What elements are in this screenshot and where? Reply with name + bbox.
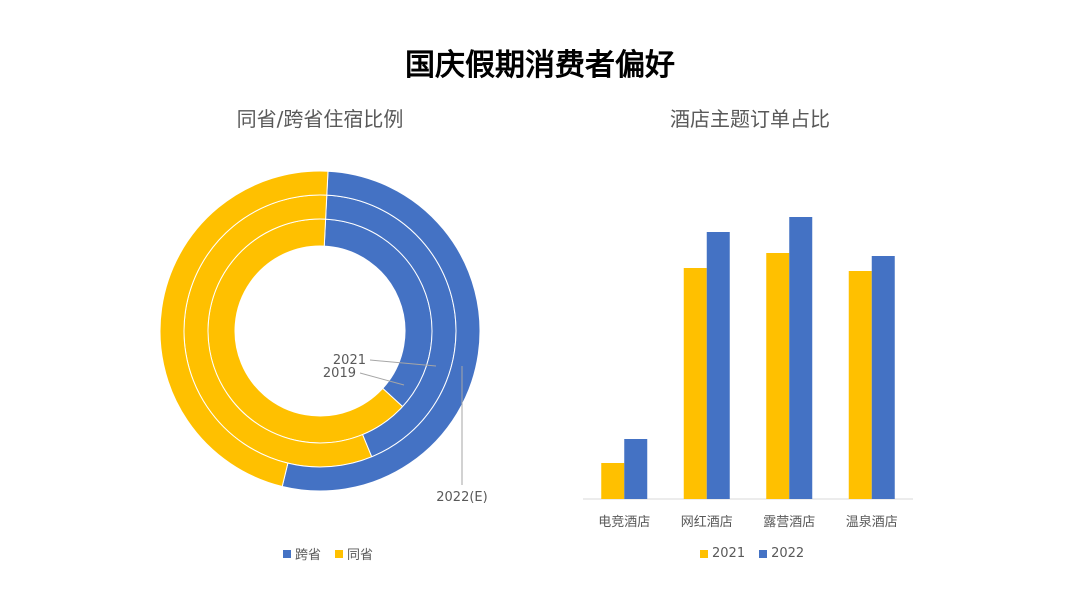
x-tick-label-露营酒店: 露营酒店 (763, 515, 815, 530)
bar-2022-网红酒店 (706, 232, 730, 499)
bar-legend: 2021 2022 (700, 546, 812, 561)
x-tick-label-温泉酒店: 温泉酒店 (846, 514, 898, 530)
legend-item-cross-province: 跨省 (283, 544, 321, 563)
ring-label-2021: 2021 (333, 353, 366, 368)
donut-legend: 跨省 同省 (283, 544, 381, 563)
x-tick-label-电竞酒店: 电竞酒店 (598, 514, 650, 530)
x-tick-label-网红酒店: 网红酒店 (681, 514, 733, 530)
legend-item-same-province: 同省 (335, 544, 373, 563)
bar-2021-电竞酒店 (601, 463, 625, 499)
donut-segment-2022(E)-same (159, 170, 329, 488)
bar-2021-露营酒店 (766, 253, 790, 499)
bar-2021-网红酒店 (683, 268, 707, 499)
donut-chart-title: 同省/跨省住宿比例 (236, 107, 404, 131)
legend-swatch-2021 (700, 549, 708, 558)
bar-2022-电竞酒店 (624, 439, 648, 499)
legend-item-2022: 2022 (759, 546, 804, 561)
ring-leader-line-2019 (359, 372, 405, 386)
bar-chart: 电竞酒店 网红酒店 露营酒店 温泉酒店 (583, 217, 913, 530)
ring-leader-line-2021 (369, 359, 437, 367)
legend-swatch-blue (283, 549, 291, 558)
bar-2022-露营酒店 (789, 217, 813, 499)
bar-2021-温泉酒店 (848, 271, 872, 499)
legend-label-cross-province: 跨省 (295, 548, 322, 563)
ring-label-2019: 2019 (323, 366, 356, 381)
page-title: 国庆假期消费者偏好 (405, 48, 675, 83)
legend-swatch-2022 (759, 549, 768, 558)
legend-label-same-province: 同省 (347, 548, 374, 563)
bar-2022-温泉酒店 (871, 256, 895, 499)
legend-label-2021: 2021 (712, 546, 746, 561)
legend-swatch-yellow (335, 549, 344, 558)
legend-label-2022: 2022 (771, 546, 805, 561)
legend-item-2021: 2021 (700, 546, 745, 561)
ring-label-2022(E): 2022(E) (436, 490, 487, 505)
bar-chart-title: 酒店主题订单占比 (670, 107, 830, 131)
donut-segment-2022(E)-cross (281, 170, 481, 492)
